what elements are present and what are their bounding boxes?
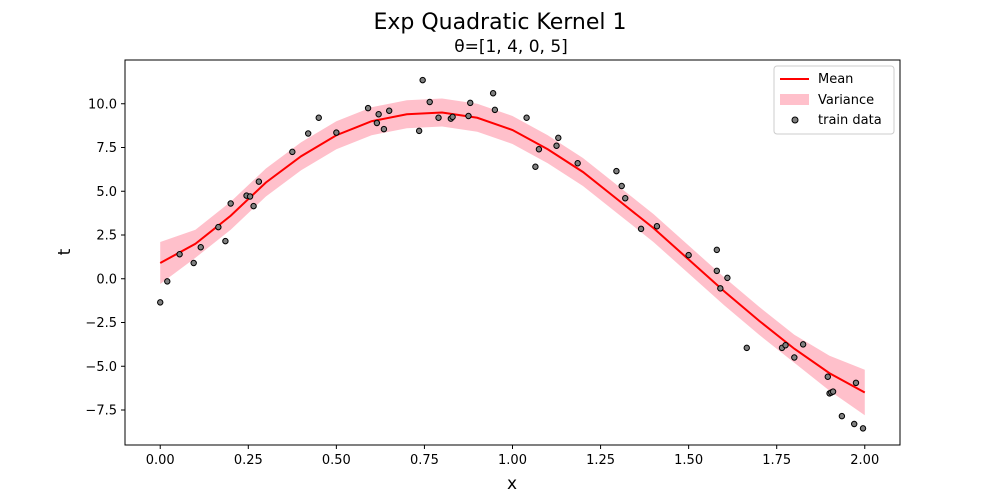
train-data-point	[799, 341, 807, 348]
train-data-point	[489, 90, 497, 97]
x-axis-label: x	[507, 474, 517, 494]
legend-variance-swatch	[780, 94, 809, 105]
train-data-point	[685, 251, 692, 259]
train-data-point	[386, 107, 393, 114]
y-axis: −7.5 −5.0 −2.5 0.0 2.5 5.0 7.5 10.0	[85, 97, 125, 419]
chart-title: Exp Quadratic Kernel 1	[373, 10, 626, 35]
train-data-point	[333, 129, 340, 136]
train-data-point	[637, 225, 645, 233]
train-data-point	[419, 76, 426, 84]
train-data-point	[838, 412, 846, 420]
train-data-point	[622, 195, 629, 202]
train-data-point	[491, 106, 499, 114]
train-data-point	[304, 130, 312, 137]
train-data-point	[375, 111, 382, 118]
legend-train-data-label: train data	[818, 113, 882, 128]
legend-frame	[773, 65, 895, 135]
train-data-point	[859, 425, 867, 432]
train-data-point	[851, 420, 858, 428]
train-data-point	[157, 299, 164, 306]
y-tick-label: −7.5	[85, 404, 117, 419]
train-data-point	[315, 114, 322, 121]
y-tick-label: −5.0	[85, 360, 117, 375]
x-tick-label: 1.50	[674, 453, 703, 468]
x-tick-label: 1.75	[762, 453, 791, 468]
train-data-point	[653, 223, 661, 230]
legend-train-data-swatch	[791, 116, 799, 124]
train-data-point	[852, 379, 860, 387]
train-data-point	[227, 200, 234, 207]
legend-variance-label: Variance	[818, 93, 874, 108]
train-data-point	[713, 267, 721, 275]
train-data-point	[467, 99, 474, 107]
y-tick-label: −2.5	[85, 316, 117, 331]
train-data-point	[574, 160, 581, 167]
train-data-point	[743, 344, 750, 352]
x-tick-label: 0.00	[146, 453, 175, 468]
train-data-point	[190, 259, 197, 267]
train-data-point	[717, 285, 724, 292]
mean-line	[159, 111, 866, 394]
train-data-point	[255, 178, 263, 185]
train-data-point	[553, 142, 560, 149]
train-data-point	[532, 163, 539, 170]
train-data-point	[289, 148, 296, 156]
train-data-point	[449, 113, 456, 121]
x-tick-label: 0.25	[234, 453, 263, 468]
legend-mean-label: Mean	[818, 72, 853, 87]
train-data-point	[215, 223, 222, 231]
train-data-point	[197, 244, 204, 251]
train-data-point	[713, 246, 721, 254]
x-tick-label: 0.75	[410, 453, 439, 468]
train-data-point	[373, 119, 381, 127]
legend: Mean Variance train data	[773, 65, 895, 135]
x-tick-label: 0.50	[322, 453, 351, 468]
train-data-point	[791, 354, 798, 361]
train-data-point	[613, 167, 620, 175]
chart-subtitle: θ=[1, 4, 0, 5]	[454, 37, 568, 57]
y-tick-label: 10.0	[88, 97, 117, 112]
train-data-point	[380, 125, 388, 133]
train-data-point	[829, 388, 837, 395]
train-data-point	[724, 274, 731, 282]
x-tick-label: 2.00	[850, 453, 879, 468]
y-tick-label: 5.0	[96, 185, 117, 200]
plot-area	[157, 76, 867, 432]
variance-band	[160, 98, 865, 416]
train-data-point	[364, 104, 372, 112]
x-axis: 0.00 0.25 0.50 0.75 1.00 1.25 1.50 1.75 2.00	[146, 445, 879, 468]
train-data-point	[222, 237, 229, 245]
train-data-point	[426, 98, 433, 106]
y-tick-label: 2.5	[96, 229, 117, 244]
x-tick-label: 1.25	[586, 453, 615, 468]
train-data-point	[164, 278, 171, 285]
train-data-point	[782, 342, 789, 349]
train-data-point	[618, 182, 625, 190]
train-data-point	[523, 114, 530, 121]
y-tick-label: 7.5	[96, 141, 117, 156]
y-tick-label: 0.0	[96, 272, 117, 287]
train-data-point	[824, 373, 831, 380]
train-data-point	[555, 134, 562, 142]
x-tick-label: 1.00	[498, 453, 527, 468]
train-data-point	[250, 202, 257, 210]
train-data-point	[465, 112, 472, 120]
train-data-point	[176, 251, 183, 258]
train-data-point	[415, 127, 423, 135]
train-data-point	[246, 193, 254, 200]
y-axis-label: t	[55, 248, 75, 255]
train-data-point	[435, 114, 442, 121]
train-data-point	[535, 146, 543, 153]
